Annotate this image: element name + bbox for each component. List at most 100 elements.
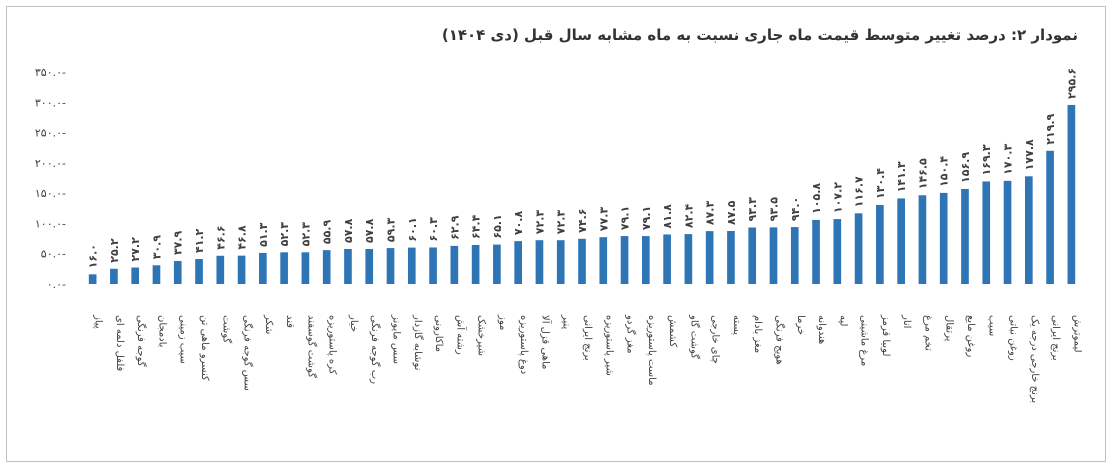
category-label: گوشت (220, 315, 232, 343)
data-label: ۶۰.۱ (406, 217, 419, 241)
data-label: ۱۱۶.۷ (853, 176, 866, 207)
category-label: فلفل دلمه ای (114, 315, 125, 372)
y-tick-label: ۰.۰- (47, 278, 66, 291)
bar (897, 198, 905, 284)
data-label: ۱۵۰.۴ (938, 156, 951, 187)
bar (705, 231, 714, 284)
bar (578, 238, 586, 284)
bar (195, 259, 203, 284)
data-label: ۵۷.۸ (342, 218, 355, 243)
data-label: ۵۵.۹ (321, 220, 334, 245)
bar (322, 250, 331, 284)
category-label: برنج ایرانی (582, 315, 593, 361)
bar (514, 241, 522, 284)
y-axis: ۰.۰- ۵۰.۰- ۱۰۰.۰- ۱۵۰.۰- ۲۰۰.۰- ۲۵۰.۰- ۳۰۰.۰- ۳… (35, 66, 66, 291)
chart-frame (6, 6, 1106, 462)
category-label: موز (497, 314, 508, 330)
bar (259, 252, 267, 284)
category-label: سیب زمینی (178, 315, 189, 364)
data-label: ۳۷.۹ (172, 230, 185, 255)
bars (88, 104, 1076, 284)
bar (450, 245, 459, 284)
y-tick-label: ۳۵۰.۰- (35, 66, 66, 79)
bar (237, 255, 246, 284)
bar (918, 195, 927, 284)
bar (493, 244, 501, 284)
data-label: ۷۴.۶ (576, 208, 589, 232)
category-label: ماکارونی (433, 315, 444, 352)
data-label: ۵۱.۳ (257, 222, 270, 247)
bar (620, 236, 629, 284)
category-label: خیار (348, 314, 359, 332)
bar (1003, 180, 1012, 284)
category-label: تخم مرغ (922, 315, 933, 351)
category-label: نوشابه گازدار (412, 314, 424, 370)
data-label: ۲۵.۲ (108, 238, 121, 263)
bar (812, 219, 820, 284)
bar (1024, 176, 1033, 284)
data-label: ۱۶۹.۳ (980, 144, 993, 175)
category-label: گوشت گاو (688, 314, 700, 359)
bar (131, 267, 140, 284)
bar (407, 247, 416, 284)
category-label: سیب (986, 315, 997, 336)
data-label: ۱۰۷.۲ (831, 182, 844, 213)
bar (88, 274, 97, 284)
category-label: پرتقال (944, 315, 955, 342)
category-label: برنج ایرانی (1050, 315, 1061, 361)
data-label: ۷۲.۳ (555, 210, 568, 235)
category-label: روغن نباتی (1008, 315, 1019, 361)
bar (1046, 150, 1054, 284)
category-labels: پیاز فلفل دلمه ای گوجه فرنگی بادمجان سیب زمی… (93, 314, 1083, 403)
bar (301, 252, 310, 284)
data-label: ۱۶.۰ (87, 244, 100, 268)
data-label: ۳۰.۹ (150, 235, 163, 260)
data-label: ۷۰.۸ (512, 211, 525, 236)
category-label: مرغ ماشینی (859, 315, 870, 366)
category-label: انار (901, 314, 912, 328)
bar (790, 227, 799, 284)
bar (1067, 104, 1076, 284)
data-label: ۱۳۰.۴ (874, 168, 887, 199)
category-label: رب گوجه فرنگی (369, 315, 381, 384)
bar (344, 248, 352, 284)
data-label: ۱۷۰.۳ (1002, 144, 1015, 175)
category-label: شکر (263, 314, 274, 334)
data-label: ۲۹۵.۶ (1065, 68, 1078, 99)
data-label: ۴۶.۸ (236, 225, 249, 250)
category-label: بادمجان (156, 315, 167, 348)
bar (727, 231, 735, 284)
bar (833, 219, 842, 284)
bar (429, 247, 437, 284)
bar (386, 248, 395, 284)
y-tick-label: ۵۰.۰- (41, 248, 66, 261)
data-label: ۴۱.۲ (193, 228, 206, 253)
bar (748, 227, 757, 284)
data-label: ۲۱۹.۹ (1044, 113, 1057, 144)
data-label: ۸۲.۴ (682, 203, 695, 228)
category-label: مغز گردو (625, 314, 637, 353)
data-label: ۱۴۶.۵ (916, 158, 929, 189)
data-label: ۵۲.۳ (299, 222, 312, 247)
category-label: سس گوجه فرنگی (242, 315, 254, 391)
category-label: روغن مایع (965, 315, 976, 357)
bar (642, 236, 650, 284)
bar (556, 240, 565, 284)
category-label: مغز بادام (752, 315, 763, 353)
category-label: پیاز (93, 314, 104, 329)
bar (152, 265, 161, 284)
data-label: ۱۷۷.۸ (1023, 139, 1036, 170)
bar (535, 240, 544, 284)
data-label: ۹۳.۵ (767, 197, 780, 222)
category-label: پنیر (561, 314, 572, 330)
data-label: ۴۶.۶ (214, 225, 227, 249)
data-label: ۸۱.۸ (661, 204, 674, 229)
data-label: ۶۲.۹ (448, 215, 461, 240)
category-label: هندوانه (816, 315, 827, 344)
data-label: ۷۹.۱ (640, 206, 653, 230)
bar (961, 188, 969, 284)
category-label: گوجه فرنگی (135, 315, 147, 367)
y-tick-label: ۳۰۰.۰- (35, 96, 66, 109)
bar (599, 237, 608, 284)
bar (939, 192, 948, 284)
